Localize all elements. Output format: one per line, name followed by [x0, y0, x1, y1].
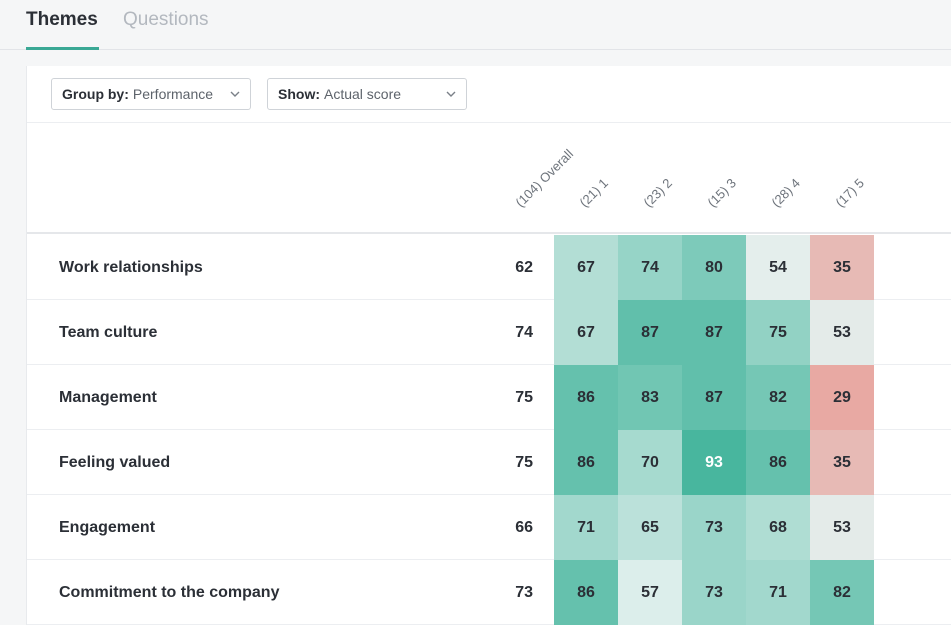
- column-header-3[interactable]: (15) 3: [704, 175, 740, 210]
- heatmap-cell[interactable]: 65: [618, 495, 682, 560]
- tab-questions[interactable]: Questions: [123, 9, 209, 30]
- group-by-value: Performance: [132, 86, 214, 102]
- chevron-down-icon: [446, 91, 456, 97]
- heatmap-cell[interactable]: 53: [810, 300, 874, 365]
- row-label: Team culture: [59, 324, 158, 341]
- heatmap-cell[interactable]: 86: [746, 430, 810, 495]
- heatmap-cell[interactable]: 87: [682, 365, 746, 430]
- heatmap-cell[interactable]: 86: [554, 430, 618, 495]
- group-by-label: Group by:: [62, 86, 129, 102]
- heatmap-cell[interactable]: 68: [746, 495, 810, 560]
- active-tab-indicator: [26, 47, 99, 50]
- column-header-1[interactable]: (21) 1: [576, 175, 612, 210]
- table-row[interactable]: Engagement 66 71 65 73 68 53: [27, 495, 951, 560]
- heatmap-cell[interactable]: 67: [554, 300, 618, 365]
- heatmap-cell[interactable]: 70: [618, 430, 682, 495]
- tab-bar: Themes Questions: [0, 0, 951, 50]
- heatmap-cell[interactable]: 74: [618, 235, 682, 300]
- chevron-down-icon: [230, 91, 240, 97]
- overall-score: 74: [515, 324, 533, 341]
- heatmap-cell[interactable]: 54: [746, 235, 810, 300]
- overall-score: 66: [515, 519, 533, 536]
- row-label: Feeling valued: [59, 454, 171, 471]
- table-row[interactable]: Commitment to the company 73 86 57 73 71 82: [27, 560, 951, 625]
- overall-score: 75: [515, 389, 533, 406]
- show-value: Actual score: [324, 86, 402, 102]
- column-header-4[interactable]: (28) 4: [768, 175, 804, 210]
- row-label: Commitment to the company: [59, 584, 280, 601]
- heatmap-cell[interactable]: 93: [682, 430, 746, 495]
- show-dropdown[interactable]: Show: Actual score: [267, 78, 467, 110]
- heatmap-cell[interactable]: 87: [618, 300, 682, 365]
- heatmap-card: Group by: Performance Show: Actual score…: [26, 66, 951, 625]
- table-row[interactable]: Team culture 74 67 87 87 75 53: [27, 300, 951, 365]
- column-header-2[interactable]: (23) 2: [640, 175, 676, 210]
- heatmap-cell[interactable]: 82: [810, 560, 874, 625]
- heatmap-cell[interactable]: 71: [746, 560, 810, 625]
- heatmap-cell[interactable]: 80: [682, 235, 746, 300]
- heatmap-cell[interactable]: 53: [810, 495, 874, 560]
- overall-score: 75: [515, 454, 533, 471]
- heatmap-cell[interactable]: 73: [682, 560, 746, 625]
- heatmap-cell[interactable]: 35: [810, 430, 874, 495]
- table-row[interactable]: Management 75 86 83 87 82 29: [27, 365, 951, 430]
- overall-score: 62: [515, 259, 533, 276]
- heatmap-cell[interactable]: 86: [554, 560, 618, 625]
- column-header-row: (104) Overall (21) 1 (23) 2 (15) 3 (28) …: [27, 123, 951, 234]
- show-label: Show:: [278, 86, 320, 102]
- heatmap-cell[interactable]: 71: [554, 495, 618, 560]
- tab-themes[interactable]: Themes: [26, 9, 98, 30]
- heatmap-cell[interactable]: 82: [746, 365, 810, 430]
- row-label: Engagement: [59, 519, 156, 536]
- heatmap-cell[interactable]: 86: [554, 365, 618, 430]
- column-header-overall[interactable]: (104) Overall: [512, 146, 577, 210]
- table-row[interactable]: Feeling valued 75 86 70 93 86 35: [27, 430, 951, 495]
- heatmap-cell[interactable]: 29: [810, 365, 874, 430]
- overall-score: 73: [515, 584, 533, 601]
- row-label: Work relationships: [59, 259, 203, 276]
- heatmap-cell[interactable]: 35: [810, 235, 874, 300]
- row-label: Management: [59, 389, 157, 406]
- table-row[interactable]: Work relationships 62 67 74 80 54 35: [27, 235, 951, 300]
- heatmap-cell[interactable]: 83: [618, 365, 682, 430]
- group-by-dropdown[interactable]: Group by: Performance: [51, 78, 251, 110]
- heatmap-cell[interactable]: 73: [682, 495, 746, 560]
- heatmap-cell[interactable]: 67: [554, 235, 618, 300]
- heatmap-cell[interactable]: 87: [682, 300, 746, 365]
- heatmap-cell[interactable]: 57: [618, 560, 682, 625]
- heatmap-cell[interactable]: 75: [746, 300, 810, 365]
- column-header-5[interactable]: (17) 5: [832, 175, 868, 210]
- toolbar: Group by: Performance Show: Actual score: [27, 66, 951, 123]
